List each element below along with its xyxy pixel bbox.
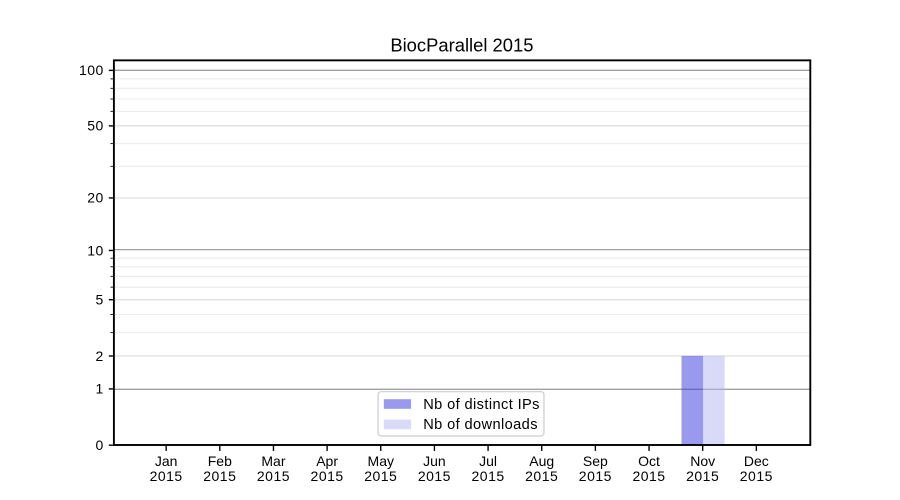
svg-text:20: 20 bbox=[87, 190, 104, 206]
svg-text:2015: 2015 bbox=[203, 468, 236, 484]
svg-text:Jul: Jul bbox=[479, 453, 497, 469]
svg-text:2015: 2015 bbox=[632, 468, 665, 484]
svg-text:50: 50 bbox=[87, 118, 104, 134]
svg-text:5: 5 bbox=[96, 292, 104, 308]
svg-text:2: 2 bbox=[96, 348, 104, 364]
svg-text:May: May bbox=[368, 453, 394, 469]
svg-text:Nov: Nov bbox=[690, 453, 715, 469]
svg-text:Nb of distinct IPs: Nb of distinct IPs bbox=[423, 397, 540, 413]
svg-text:Feb: Feb bbox=[208, 453, 232, 469]
svg-text:2015: 2015 bbox=[418, 468, 451, 484]
svg-text:Sep: Sep bbox=[583, 453, 608, 469]
svg-text:2015: 2015 bbox=[257, 468, 290, 484]
svg-text:2015: 2015 bbox=[740, 468, 773, 484]
svg-text:Nb of downloads: Nb of downloads bbox=[423, 417, 538, 433]
svg-text:Dec: Dec bbox=[744, 453, 769, 469]
svg-text:10: 10 bbox=[87, 242, 104, 258]
svg-text:Jan: Jan bbox=[155, 453, 178, 469]
svg-text:1: 1 bbox=[96, 381, 104, 397]
svg-text:2015: 2015 bbox=[686, 468, 719, 484]
svg-text:BiocParallel 2015: BiocParallel 2015 bbox=[390, 35, 533, 56]
svg-text:Oct: Oct bbox=[638, 453, 660, 469]
svg-text:Jun: Jun bbox=[423, 453, 446, 469]
svg-text:Aug: Aug bbox=[529, 453, 554, 469]
svg-text:2015: 2015 bbox=[579, 468, 612, 484]
svg-text:2015: 2015 bbox=[525, 468, 558, 484]
svg-text:Mar: Mar bbox=[261, 453, 285, 469]
svg-text:Apr: Apr bbox=[316, 453, 338, 469]
svg-text:2015: 2015 bbox=[364, 468, 397, 484]
svg-text:2015: 2015 bbox=[472, 468, 505, 484]
svg-text:0: 0 bbox=[96, 437, 104, 453]
svg-text:2015: 2015 bbox=[311, 468, 344, 484]
svg-text:100: 100 bbox=[79, 62, 104, 78]
svg-text:2015: 2015 bbox=[150, 468, 183, 484]
